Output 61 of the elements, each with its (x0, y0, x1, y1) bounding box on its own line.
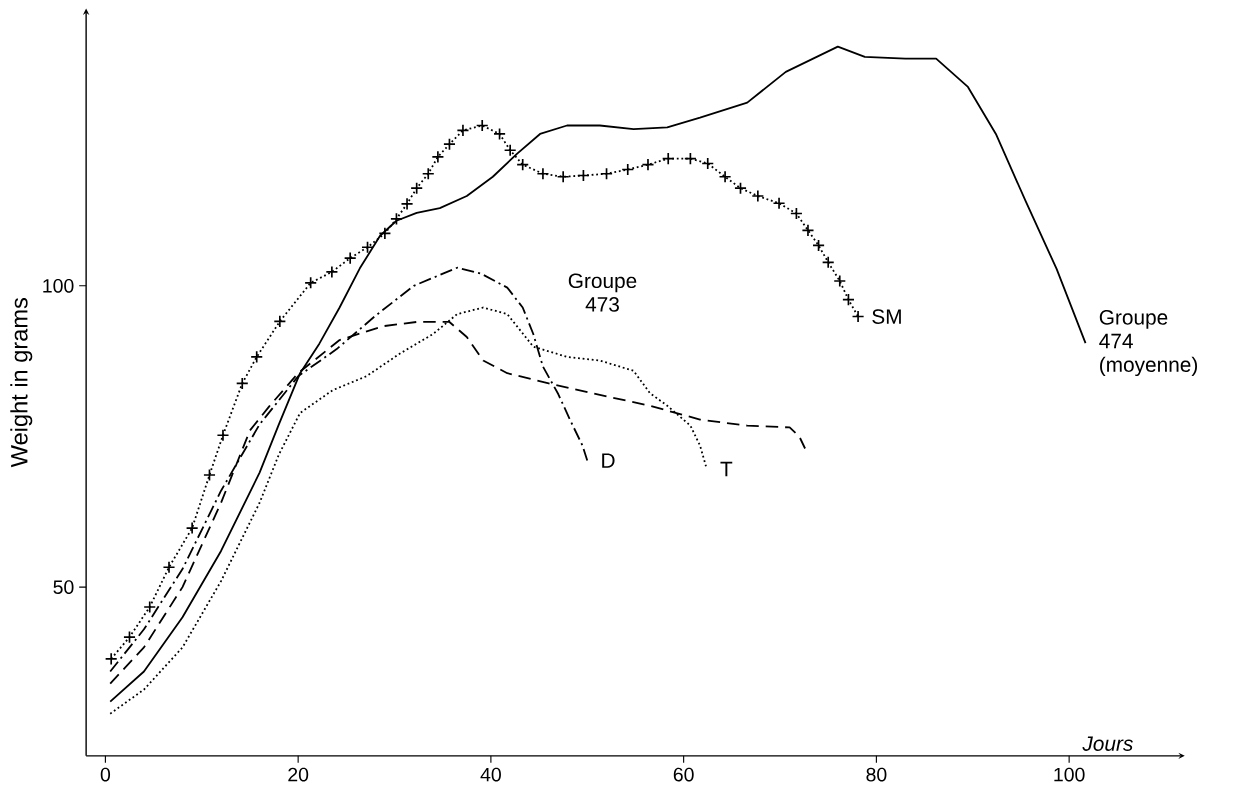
y-axis-title: Weight in grams (10, 298, 33, 468)
point (421, 167, 435, 181)
point (812, 239, 825, 252)
series-label: D (602, 453, 615, 468)
point (325, 265, 339, 279)
point (641, 158, 655, 172)
point (123, 630, 136, 644)
annotation: Groupe 473 (568, 273, 637, 312)
point (718, 170, 732, 184)
x-tick-label: 0 (100, 767, 111, 782)
point (410, 181, 424, 195)
point (751, 189, 765, 203)
point (600, 167, 613, 181)
point (772, 196, 786, 210)
x-tick-label: 20 (288, 767, 309, 782)
point (516, 158, 530, 172)
point (443, 137, 456, 151)
point (503, 143, 517, 157)
point (143, 600, 157, 614)
point (216, 428, 230, 442)
point (273, 314, 287, 328)
point (801, 223, 815, 237)
x-tick-label: 60 (673, 767, 694, 782)
point (493, 127, 506, 141)
series-label: Groupe 474 (moyenne) (1099, 310, 1198, 377)
x-axis-title: Jours (1082, 736, 1133, 751)
point (790, 207, 803, 220)
point (475, 119, 489, 132)
point (683, 152, 697, 166)
point (104, 652, 118, 666)
point (203, 468, 216, 482)
point (185, 521, 199, 535)
point (304, 276, 318, 290)
point (390, 212, 403, 226)
point (235, 377, 249, 390)
point (833, 274, 847, 288)
point (431, 150, 445, 164)
x-tick-label: 80 (866, 767, 887, 782)
point (577, 169, 590, 182)
series-label: T (720, 461, 733, 477)
point (378, 227, 392, 240)
point (556, 170, 570, 184)
point (851, 310, 865, 323)
point (343, 251, 357, 265)
series-label: SM (872, 309, 901, 324)
point (842, 293, 855, 307)
x-tick-label: 40 (480, 767, 501, 782)
point (250, 350, 264, 364)
point (621, 163, 635, 176)
y-tick-label: 50 (53, 580, 74, 595)
point (162, 560, 176, 574)
x-tick-label: 100 (1054, 767, 1085, 782)
point (734, 181, 747, 195)
point (456, 123, 470, 137)
point (661, 152, 675, 166)
point (536, 167, 550, 181)
line-series (109, 45, 1087, 703)
point (701, 157, 715, 170)
point (400, 197, 414, 211)
point (821, 255, 835, 269)
point (361, 240, 374, 254)
